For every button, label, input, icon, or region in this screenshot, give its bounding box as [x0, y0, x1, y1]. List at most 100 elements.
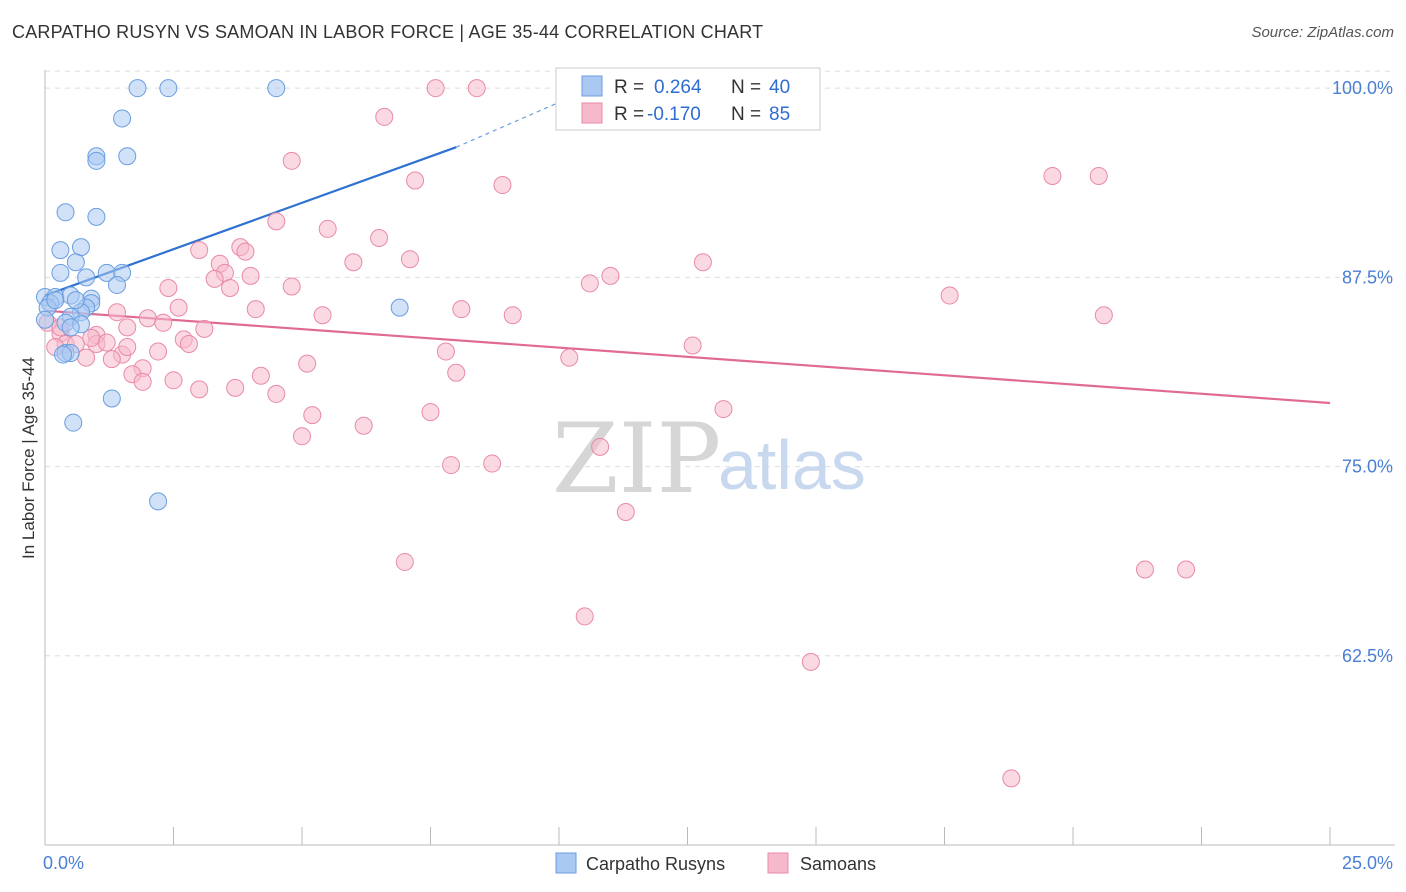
point-carpatho-rusyn: [87, 207, 106, 226]
point-samoan: [1177, 560, 1196, 579]
point-samoan: [251, 366, 270, 385]
point-carpatho-rusyn: [128, 79, 147, 98]
point-samoan: [246, 300, 265, 319]
point-samoan: [205, 269, 224, 288]
y-tick-label: 87.5%: [1342, 267, 1393, 287]
point-samoan: [693, 253, 712, 272]
point-samoan: [159, 278, 178, 297]
point-samoan: [354, 416, 373, 435]
point-carpatho-rusyn: [102, 389, 121, 408]
point-carpatho-rusyn: [87, 151, 106, 170]
y-tick-labels: 62.5% 75.0% 87.5% 100.0%: [1332, 78, 1393, 666]
point-samoan: [107, 303, 126, 322]
x-tick-label: 0.0%: [43, 853, 84, 873]
point-samoan: [82, 328, 101, 347]
bottom-legend-label-rusyns: Carpatho Rusyns: [586, 854, 725, 874]
point-samoan: [138, 309, 157, 328]
data-points: [36, 79, 1196, 788]
legend-r-value-blue: 0.264: [654, 77, 702, 98]
point-samoan: [467, 79, 486, 98]
point-samoan: [236, 242, 255, 261]
point-carpatho-rusyn: [71, 238, 90, 257]
legend-swatch-pink: [581, 102, 603, 124]
point-samoan: [190, 380, 209, 399]
point-samoan: [395, 552, 414, 571]
point-samoan: [1094, 306, 1113, 325]
point-samoan: [293, 427, 311, 446]
watermark-zip: ZIP: [552, 403, 721, 515]
stats-legend: R = 0.264 N = 40 R = -0.170 N = 85: [555, 67, 821, 131]
legend-n-label-pink: N =: [731, 104, 761, 125]
point-samoan: [580, 274, 599, 293]
point-carpatho-rusyn: [46, 291, 65, 310]
bottom-legend-swatch-blue: [555, 852, 577, 874]
point-samoan: [421, 403, 440, 422]
point-samoan: [118, 338, 137, 357]
bottom-legend: Carpatho Rusyns Samoans: [555, 852, 876, 874]
point-samoan: [601, 266, 620, 285]
legend-swatch-blue: [581, 75, 603, 97]
point-samoan: [190, 241, 209, 260]
point-samoan: [267, 212, 286, 231]
point-samoan: [267, 384, 286, 403]
x-tick-label: 25.0%: [1342, 853, 1393, 873]
point-samoan: [1043, 166, 1062, 185]
point-samoan: [452, 300, 471, 319]
legend-n-label-blue: N =: [731, 77, 761, 98]
watermark-atlas: atlas: [718, 426, 866, 504]
bottom-legend-swatch-pink: [767, 852, 789, 874]
point-carpatho-rusyn: [118, 147, 137, 166]
point-carpatho-rusyn: [53, 345, 72, 364]
point-samoan: [442, 456, 461, 475]
point-samoan: [426, 79, 445, 98]
point-samoan: [195, 319, 214, 338]
point-carpatho-rusyn: [66, 291, 85, 310]
point-samoan: [560, 348, 579, 367]
point-samoan: [591, 437, 610, 456]
axes: [44, 70, 1395, 846]
point-samoan: [179, 334, 198, 353]
trend-line-samoan: [44, 309, 1331, 405]
source-label: Source: ZipAtlas.com: [1251, 24, 1394, 41]
point-carpatho-rusyn: [113, 109, 132, 128]
legend-r-value-pink: -0.170: [647, 104, 701, 125]
legend-n-value-blue: 40: [769, 77, 790, 98]
watermark: ZIP atlas: [552, 403, 866, 515]
legend-r-label-pink: R =: [614, 104, 644, 125]
point-carpatho-rusyn: [159, 79, 178, 98]
point-samoan: [683, 336, 702, 355]
bottom-legend-label-samoans: Samoans: [800, 854, 876, 874]
point-samoan: [164, 371, 183, 390]
point-carpatho-rusyn: [61, 318, 80, 337]
point-samoan: [1089, 166, 1108, 185]
point-samoan: [400, 250, 419, 269]
point-samoan: [616, 502, 635, 521]
point-samoan: [801, 652, 820, 671]
point-samoan: [149, 342, 168, 361]
point-samoan: [1135, 560, 1154, 579]
point-samoan: [503, 306, 522, 325]
y-tick-label: 75.0%: [1342, 457, 1393, 477]
point-samoan: [169, 298, 188, 317]
point-carpatho-rusyn: [107, 275, 126, 294]
point-samoan: [133, 372, 152, 391]
point-samoan: [221, 278, 240, 297]
point-samoan: [226, 378, 245, 397]
chart-title: CARPATHO RUSYN VS SAMOAN IN LABOR FORCE …: [12, 22, 764, 42]
point-carpatho-rusyn: [66, 253, 85, 272]
point-samoan: [375, 107, 394, 126]
point-samoan: [436, 342, 455, 361]
point-samoan: [318, 219, 337, 238]
point-carpatho-rusyn: [51, 263, 70, 282]
y-axis-label: In Labor Force | Age 35-44: [19, 357, 38, 559]
point-samoan: [282, 151, 301, 170]
point-carpatho-rusyn: [390, 298, 409, 317]
point-carpatho-rusyn: [267, 79, 286, 98]
point-carpatho-rusyn: [51, 241, 70, 260]
point-samoan: [154, 313, 173, 332]
point-samoan: [97, 333, 116, 352]
point-samoan: [714, 400, 733, 419]
point-carpatho-rusyn: [56, 203, 75, 222]
point-samoan: [447, 363, 466, 382]
